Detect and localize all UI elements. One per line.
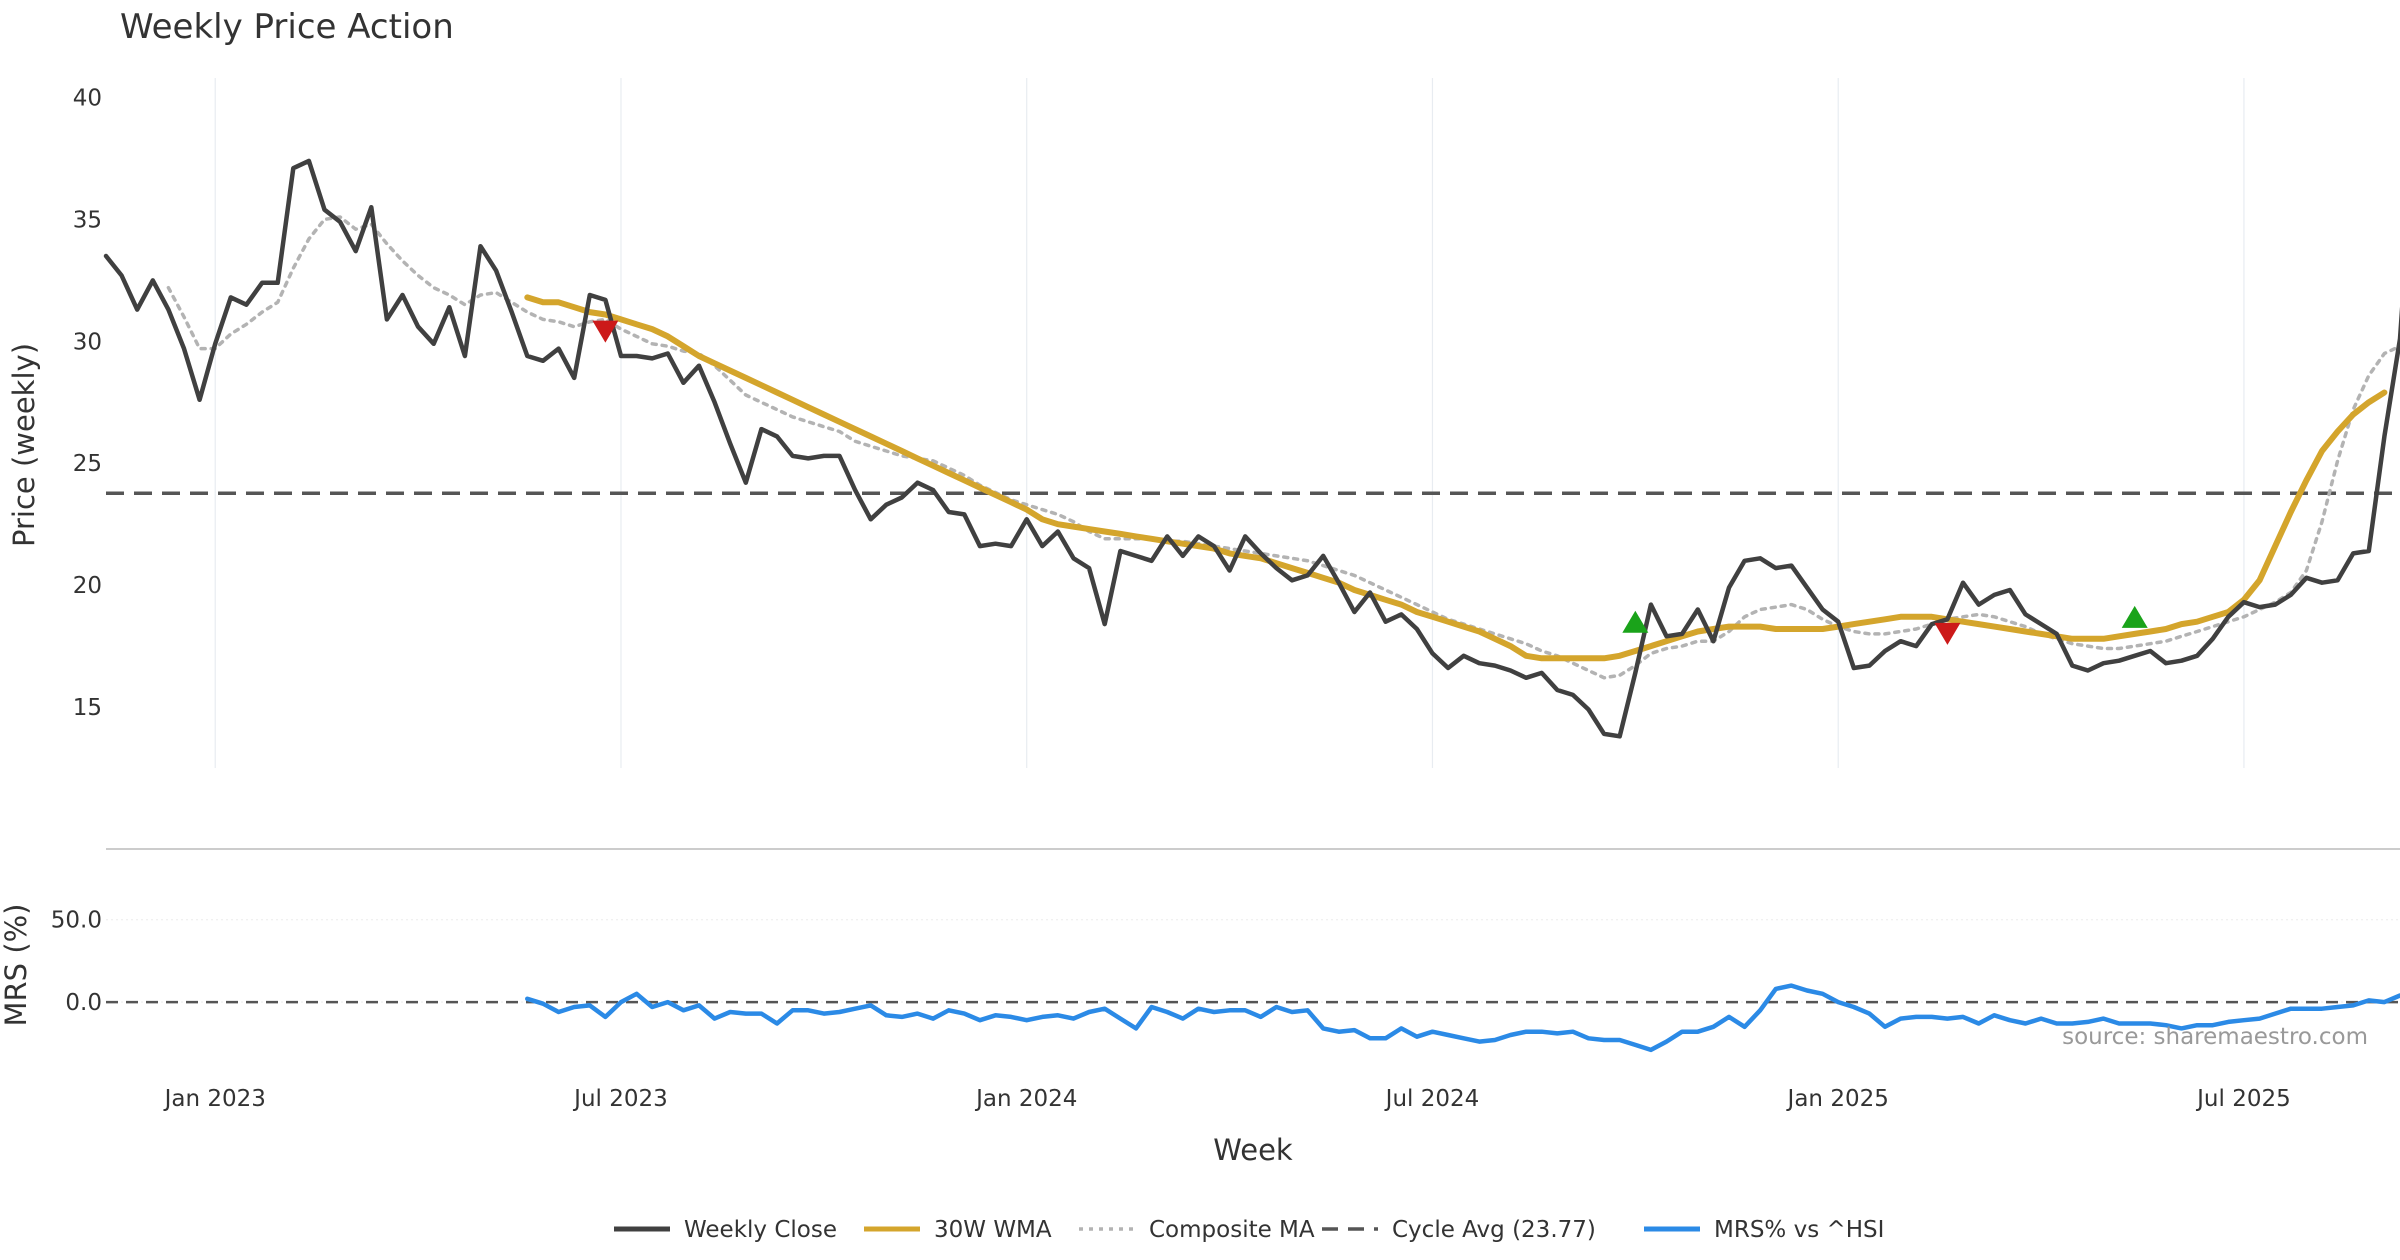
bottom-panel-grid: [106, 919, 2400, 1003]
bottom-y-tick-1: 50.0: [51, 908, 102, 934]
top-y-tick-1: 20: [73, 573, 102, 599]
top-y-axis-label: Price (weekly): [7, 343, 41, 547]
bottom-panel-plot: [106, 983, 2400, 1053]
top-y-tick-0: 15: [73, 695, 102, 721]
bottom-y-axis-label: MRS (%): [0, 904, 33, 1027]
x-tick-label-5: Jul 2025: [2195, 1086, 2291, 1112]
mrs-line: [525, 983, 2400, 1053]
legend-label-3: Cycle Avg (23.77): [1392, 1217, 1596, 1243]
buy-signal-marker-1: [1622, 610, 1649, 633]
legend: Weekly Close 30W WMA Composite MA Cycle Avg…: [614, 1217, 1884, 1243]
legend-label-0: Weekly Close: [684, 1217, 837, 1243]
top-panel-grid: [214, 78, 2245, 768]
top-y-tick-4: 35: [73, 207, 102, 233]
weekly-close-line: [103, 158, 2400, 739]
top-panel-plot: [103, 158, 2400, 739]
top-y-tick-3: 30: [73, 329, 102, 355]
x-axis-label: Week: [1213, 1133, 1293, 1167]
wma-30w-line: [524, 294, 2388, 662]
x-tick-label-0: Jan 2023: [163, 1086, 266, 1112]
legend-label-4: MRS% vs ^HSI: [1714, 1217, 1884, 1243]
bottom-y-tick-0: 0.0: [65, 990, 102, 1016]
x-tick-label-2: Jan 2024: [974, 1086, 1077, 1112]
legend-label-2: Composite MA: [1149, 1217, 1315, 1243]
x-tick-label-1: Jul 2023: [572, 1086, 668, 1112]
sell-signal-marker-0: [592, 320, 619, 343]
source-note: source: sharemaestro.com: [2062, 1024, 2368, 1050]
top-y-tick-2: 25: [73, 451, 102, 477]
buy-signal-marker-3: [2121, 605, 2148, 628]
x-axis-ticks: Jan 2023 Jul 2023 Jan 2024 Jul 2024 Jan 2025…: [163, 1086, 2291, 1112]
x-tick-label-4: Jan 2025: [1786, 1086, 1889, 1112]
x-tick-label-3: Jul 2024: [1384, 1086, 1480, 1112]
sell-signal-marker-2: [1934, 622, 1961, 645]
top-y-ticks: 15 20 25 30 35 40: [73, 86, 102, 722]
composite-ma-line: [166, 215, 2400, 680]
chart-title: Weekly Price Action: [120, 7, 454, 47]
legend-label-1: 30W WMA: [934, 1217, 1052, 1243]
top-y-tick-5: 40: [73, 86, 102, 112]
bottom-y-ticks: 0.0 50.0: [51, 908, 102, 1016]
